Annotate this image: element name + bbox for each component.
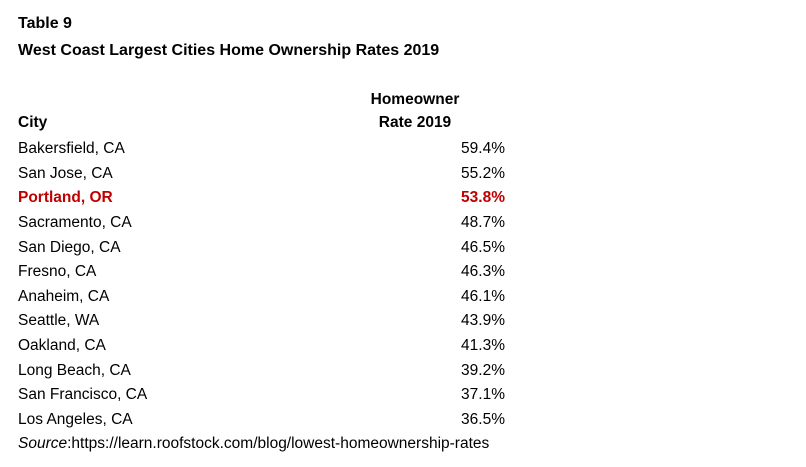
table-row: San Francisco, CA 37.1% xyxy=(18,383,505,408)
table-row: Bakersfield, CA 59.4% xyxy=(18,137,505,162)
table-title: West Coast Largest Cities Home Ownership… xyxy=(18,42,440,59)
column-header-rate-line1: Homeowner xyxy=(370,91,460,108)
rate-cell: 41.3% xyxy=(461,337,505,355)
table-label: Table 9 xyxy=(18,15,72,32)
table-row: Portland, OR 53.8% xyxy=(18,186,505,211)
table-row: Seattle, WA 43.9% xyxy=(18,309,505,334)
table-row: Oakland, CA 41.3% xyxy=(18,334,505,359)
table-row: San Diego, CA 46.5% xyxy=(18,235,505,260)
rate-cell: 46.3% xyxy=(461,263,505,281)
rate-cell: 46.5% xyxy=(461,238,505,256)
city-cell: Portland, OR xyxy=(18,189,113,207)
rate-cell: 46.1% xyxy=(461,287,505,305)
data-table: City Homeowner Rate 2019 Bakersfield, CA… xyxy=(18,88,505,455)
city-cell: San Francisco, CA xyxy=(18,386,148,404)
city-cell: Seattle, WA xyxy=(18,312,100,330)
rate-cell: 39.2% xyxy=(461,361,505,379)
rate-cell: 43.9% xyxy=(461,312,505,330)
column-header-rate-line2: Rate 2019 xyxy=(378,114,452,131)
city-cell: Oakland, CA xyxy=(18,337,106,355)
city-cell: Long Beach, CA xyxy=(18,361,131,379)
table-row: Los Angeles, CA 36.5% xyxy=(18,408,505,433)
table-row: Fresno, CA 46.3% xyxy=(18,260,505,285)
city-cell: San Jose, CA xyxy=(18,164,113,182)
city-cell: Anaheim, CA xyxy=(18,287,110,305)
rate-cell: 59.4% xyxy=(461,140,505,158)
table-row: Long Beach, CA 39.2% xyxy=(18,358,505,383)
column-header-rate: Homeowner Rate 2019 xyxy=(325,88,505,134)
rate-cell: 36.5% xyxy=(461,410,505,428)
rate-cell: 53.8% xyxy=(461,189,505,207)
table-body: Bakersfield, CA 59.4% San Jose, CA 55.2% Por… xyxy=(18,137,505,432)
source-label: Source xyxy=(18,435,68,453)
column-header-city: City xyxy=(18,114,48,131)
city-cell: Los Angeles, CA xyxy=(18,410,133,428)
city-cell: Sacramento, CA xyxy=(18,214,132,232)
city-cell: Fresno, CA xyxy=(18,263,97,281)
table-row: San Jose, CA 55.2% xyxy=(18,162,505,187)
table-header-row: City Homeowner Rate 2019 xyxy=(18,88,505,134)
rate-cell: 37.1% xyxy=(461,386,505,404)
source-url: :https://learn.roofstock.com/blog/lowest… xyxy=(67,435,490,453)
document-page: Table 9 West Coast Largest Cities Home O… xyxy=(18,15,505,455)
city-cell: San Diego, CA xyxy=(18,238,121,256)
rate-cell: 55.2% xyxy=(461,164,505,182)
rate-cell: 48.7% xyxy=(461,214,505,232)
city-cell: Bakersfield, CA xyxy=(18,140,125,158)
source-line: Source:https://learn.roofstock.com/blog/… xyxy=(18,433,505,455)
table-row: Sacramento, CA 48.7% xyxy=(18,211,505,236)
table-row: Anaheim, CA 46.1% xyxy=(18,285,505,310)
